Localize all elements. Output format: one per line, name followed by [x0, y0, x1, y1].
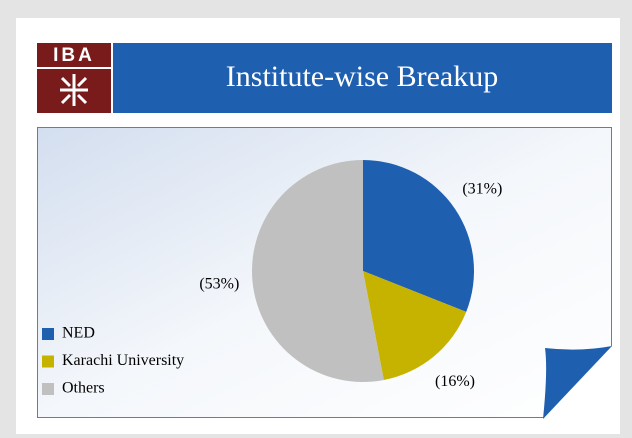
pie-slice: [363, 160, 474, 312]
folded-corner: [543, 346, 612, 419]
title-bar: [113, 43, 612, 113]
fold-cut: [543, 346, 612, 419]
logo-symbol: [60, 74, 88, 106]
legend-swatch: [42, 328, 54, 340]
chart-title: Institute-wise Breakup: [226, 60, 498, 93]
pie-slice: [251, 160, 384, 382]
data-label: (53%): [199, 275, 239, 292]
legend-label: NED: [62, 325, 95, 342]
legend-swatch: [42, 355, 54, 368]
legend-label: Others: [62, 380, 105, 397]
legend-swatch: [42, 383, 54, 395]
data-label: (16%): [435, 373, 475, 390]
data-label: (31%): [462, 181, 502, 198]
pie-slice: [363, 271, 467, 381]
legend-label: Karachi University: [62, 352, 184, 369]
logo-text: IBA: [53, 45, 95, 66]
